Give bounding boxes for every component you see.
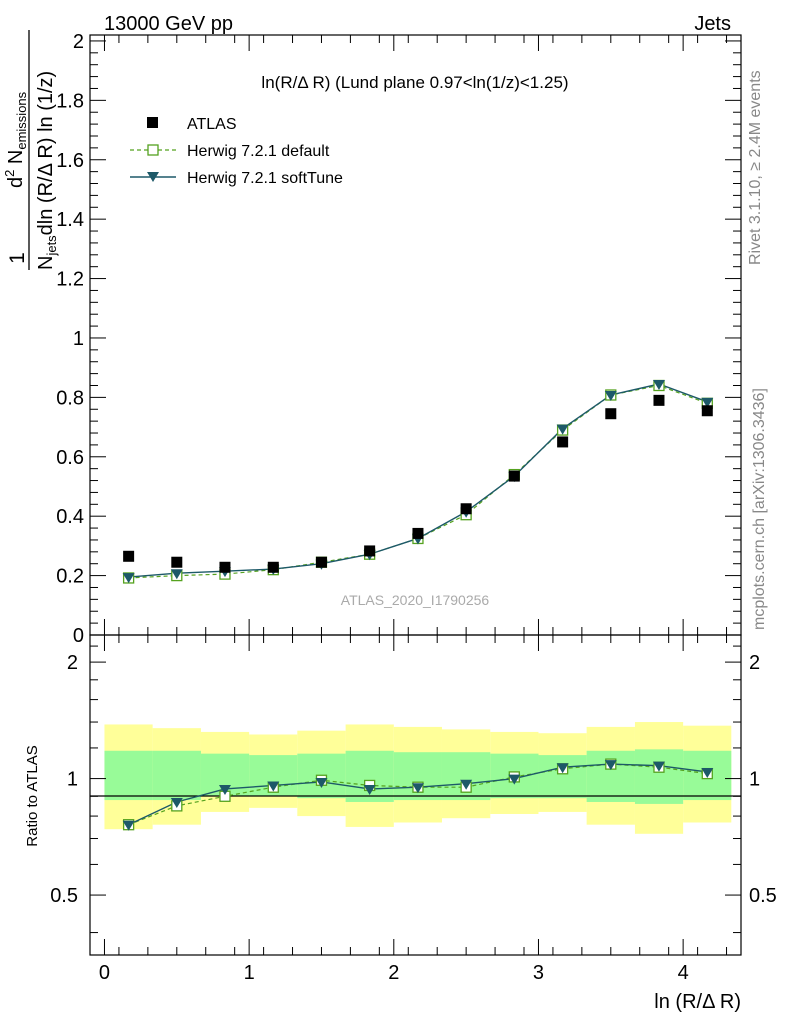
ratio-softtune-point [508,774,521,785]
y-axis-label: 1 Njetsdln (R/Δ R) ln (1/z) d2 Nemission… [2,30,59,270]
ratio-softtune-point [363,784,376,795]
energy-label: 13000 GeV pp [104,13,233,35]
x-tick-label: 3 [533,962,544,984]
y-tick-label: 0.8 [56,387,84,409]
y-tick-label: 1.2 [56,269,84,291]
ratio-tick-label-right: 1 [749,769,760,791]
legend: ATLAS Herwig 7.2.1 default Herwig 7.2.1 … [130,116,343,187]
x-tick-label: 0 [99,962,110,984]
atlas-point [701,405,713,417]
x-tick-label: 4 [678,962,689,984]
legend-softtune-label: Herwig 7.2.1 softTune [187,170,343,187]
rivet-info: Rivet 3.1.10, ≥ 2.4M events [747,70,764,265]
softtune-point [122,573,135,584]
ratio-band-inner [104,750,153,801]
main-panel: 0 0.2 0.4 0.6 0.8 1 1.2 1.4 1.6 1.8 2 ln(R/Δ R) (L… [2,30,742,647]
ratio-tick-label: 2 [67,652,78,674]
y-tick-label: 0.4 [56,506,84,528]
analysis-watermark: ATLAS_2020_I1790256 [341,592,490,608]
ratio-panel-axes: 0 1 2 3 4 0.5 0.5 1 1 2 2 [50,635,777,984]
y-axis-label-numerator-one: 1 [6,252,29,264]
legend-softtune-marker [147,172,159,182]
atlas-point [171,556,183,568]
y-tick-label: 1 [73,328,84,350]
ratio-softtune-point [315,777,328,788]
ratio-tick-label-right: 0.5 [749,885,777,907]
x-axis-label: ln (R/Δ R) [654,991,741,1013]
ratio-softtune-point [556,763,569,774]
ratio-softtune-point [652,761,665,772]
ratio-y-axis-label: Ratio to ATLAS [24,745,41,846]
x-tick-label: 2 [388,962,399,984]
atlas-point [508,470,520,482]
legend-atlas-marker [147,117,158,128]
ratio-tick-label: 1 [67,769,78,791]
softtune-point [604,391,617,401]
ratio-band-inner [634,749,684,804]
legend-default-marker [147,144,159,156]
ratio-softtune-point [701,767,714,778]
legend-default-label: Herwig 7.2.1 default [187,143,330,160]
x-tick-label: 1 [244,962,255,984]
y-tick-label: 0.6 [56,447,84,469]
y-axis-label-numerator: d2 Nemissions [2,91,29,188]
softtune-point [701,397,714,408]
default-line [128,384,708,579]
ratio-tick-label: 0.5 [50,885,78,907]
ratio-softtune-point [460,779,473,790]
ratio-panel-frame [89,634,742,956]
ratio-softtune-point [218,784,231,795]
ratio-tick-label-right: 2 [749,652,760,674]
atlas-point [653,394,665,406]
y-tick-label: 1.8 [56,90,84,112]
ratio-panel-marks [122,758,714,831]
ratio-softtune-point [170,797,183,808]
ratio-band-inner [441,752,491,801]
ratio-uncertainty-bands [104,722,732,834]
y-tick-label: 0.2 [56,566,84,588]
y-tick-label: 0 [73,625,84,647]
legend-atlas-label: ATLAS [187,116,237,133]
y-tick-label: 2 [73,31,84,53]
atlas-point [605,408,617,420]
atlas-point [557,436,569,448]
atlas-point [315,556,327,568]
atlas-point [219,561,231,573]
ratio-softtune-point [411,783,424,794]
main-panel-axes: 0 0.2 0.4 0.6 0.8 1 1.2 1.4 1.6 1.8 2 [56,31,741,647]
ratio-band-inner [152,750,201,801]
softtune-point [652,380,665,391]
chart-title: ln(R/Δ R) (Lund plane 0.97<ln(1/z)<1.25) [261,73,568,92]
y-tick-label: 1.4 [56,209,84,231]
main-panel-marks [122,379,714,584]
atlas-point [123,550,135,562]
atlas-point [267,561,279,573]
ratio-softtune-point [604,760,617,771]
ratio-panel: 0 1 2 3 4 0.5 0.5 1 1 2 2 Ratio to ATLAS ln (R/Δ R… [24,634,777,1013]
atlas-point [364,545,376,557]
atlas-point [412,527,424,539]
ratio-band-inner [538,755,587,799]
category-label: Jets [694,13,731,35]
softtune-point [170,569,183,580]
ratio-softtune-point [267,781,280,792]
y-tick-label: 1.6 [56,150,84,172]
y-axis-label-denominator: Njetsdln (R/Δ R) ln (1/z) [35,71,59,270]
softtune-line [128,383,708,578]
mcplots-info: mcplots.cern.ch [arXiv:1306.3436] [751,388,768,630]
ratio-softtune-point [122,820,135,831]
softtune-point [556,424,569,435]
atlas-point [460,503,472,515]
